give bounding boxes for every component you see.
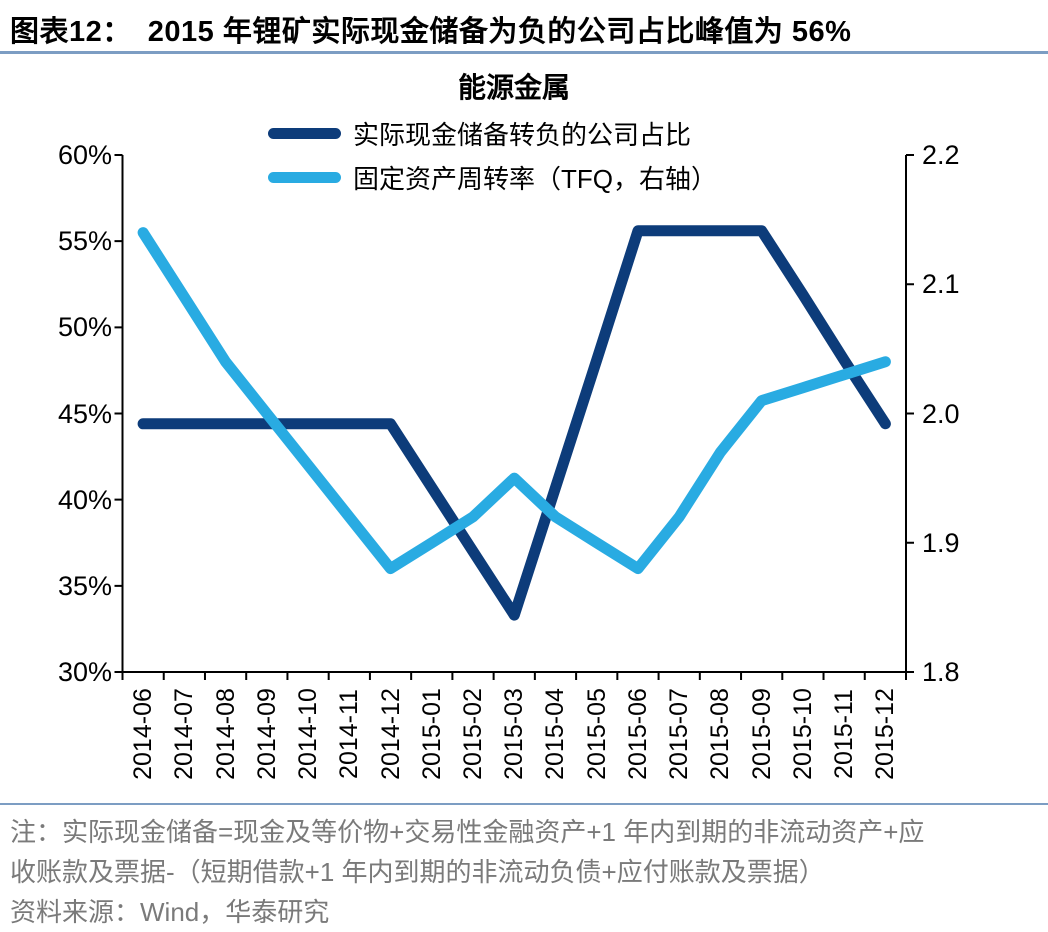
x-axis-label: 2015-01 bbox=[418, 680, 446, 788]
x-axis-label-text: 2015-05 bbox=[582, 688, 611, 780]
x-axis-label-text: 2015-07 bbox=[665, 688, 694, 780]
x-axis-label: 2014-10 bbox=[294, 680, 322, 788]
x-axis-label: 2014-12 bbox=[377, 680, 405, 788]
series-line-0 bbox=[137, 225, 891, 621]
x-axis-label-text: 2015-01 bbox=[417, 688, 446, 780]
x-axis-label-text: 2014-09 bbox=[252, 688, 281, 780]
figure-title-text: 2015 年锂矿实际现金储备为负的公司占比峰值为 56% bbox=[147, 16, 852, 48]
x-axis-label: 2015-10 bbox=[789, 680, 817, 788]
x-axis-label-text: 2014-07 bbox=[170, 688, 199, 780]
x-axis-label-text: 2015-03 bbox=[500, 688, 529, 780]
x-axis-label: 2014-06 bbox=[129, 680, 157, 788]
notes-divider bbox=[0, 803, 1048, 805]
legend-item-cash-reserve: 实际现金储备转负的公司占比 bbox=[268, 111, 717, 155]
y-axis-label-right: 2.2 bbox=[922, 140, 960, 170]
x-axis-label: 2014-08 bbox=[212, 680, 240, 788]
x-axis-label-text: 2014-12 bbox=[376, 688, 405, 780]
series-line-1 bbox=[137, 227, 891, 575]
x-axis-label-text: 2015-11 bbox=[830, 689, 859, 779]
note-line-1: 注：实际现金储备=现金及等价物+交易性金融资产+1 年内到期的非流动资产+应 bbox=[10, 817, 925, 847]
x-axis-label-text: 2015-10 bbox=[788, 688, 817, 780]
y-axis-label-right: 2.0 bbox=[922, 398, 960, 429]
x-axis-label-text: 2014-08 bbox=[211, 688, 240, 780]
x-axis-label-text: 2015-04 bbox=[541, 688, 570, 780]
x-axis-label: 2015-06 bbox=[624, 680, 652, 788]
x-axis-label-text: 2015-02 bbox=[459, 688, 487, 780]
x-axis-label: 2015-11 bbox=[830, 680, 858, 788]
x-axis-label: 2015-02 bbox=[459, 680, 487, 788]
x-axis-label: 2015-03 bbox=[500, 680, 528, 788]
y-axis-label-left: 55% bbox=[57, 226, 112, 257]
y-axis-label-left: 40% bbox=[57, 484, 112, 515]
x-axis-label-text: 2015-08 bbox=[706, 688, 735, 780]
title-divider bbox=[0, 51, 1048, 54]
y-axis-label-right: 1.8 bbox=[922, 657, 960, 687]
y-axis-label-right: 1.9 bbox=[922, 527, 960, 558]
x-axis-label: 2014-11 bbox=[335, 680, 363, 788]
legend-item-turnover: 固定资产周转率（TFQ，右轴） bbox=[268, 155, 717, 199]
legend-swatch-dark-line-icon bbox=[268, 127, 341, 139]
source-line: 资料来源：Wind，华泰研究 bbox=[10, 897, 330, 927]
y-axis-label-left: 35% bbox=[57, 570, 112, 601]
y-axis-label-right: 2.1 bbox=[922, 269, 960, 300]
y-axis-label-left: 30% bbox=[57, 657, 112, 687]
legend-label-turnover: 固定资产周转率（TFQ，右轴） bbox=[353, 163, 717, 194]
note-line-2: 收账款及票据-（短期借款+1 年内到期的非流动负债+应付账款及票据） bbox=[10, 857, 825, 887]
x-axis-label-text: 2014-10 bbox=[294, 688, 323, 780]
legend-swatch-light-line-icon bbox=[268, 171, 341, 183]
legend-label-cash-reserve: 实际现金储备转负的公司占比 bbox=[353, 119, 692, 150]
chart-notes: 注：实际现金储备=现金及等价物+交易性金融资产+1 年内到期的非流动资产+应 收… bbox=[10, 812, 1048, 932]
y-axis-label-left: 45% bbox=[57, 398, 112, 429]
x-axis-label: 2014-09 bbox=[253, 680, 281, 788]
x-axis-label-text: 2014-06 bbox=[129, 688, 158, 780]
x-axis-label-text: 2015-06 bbox=[623, 688, 652, 780]
x-axis-label: 2015-04 bbox=[541, 680, 569, 788]
x-axis-label: 2015-07 bbox=[665, 680, 693, 788]
x-axis-label-text: 2015-12 bbox=[871, 688, 900, 780]
x-axis-label: 2015-12 bbox=[871, 680, 899, 788]
x-axis-label: 2015-09 bbox=[748, 680, 776, 788]
x-axis-label-text: 2014-11 bbox=[335, 689, 364, 779]
y-axis-label-left: 50% bbox=[57, 312, 112, 343]
y-axis-label-left: 60% bbox=[57, 140, 112, 170]
x-axis-label-text: 2015-09 bbox=[747, 688, 776, 780]
chart-legend: 实际现金储备转负的公司占比 固定资产周转率（TFQ，右轴） bbox=[268, 111, 717, 199]
x-axis-label: 2015-08 bbox=[706, 680, 734, 788]
x-axis-label: 2015-05 bbox=[583, 680, 611, 788]
figure-title: 图表12： 2015 年锂矿实际现金储备为负的公司占比峰值为 56% bbox=[10, 8, 851, 50]
figure-number: 图表12： bbox=[10, 16, 132, 48]
chart-title: 能源金属 bbox=[457, 72, 570, 103]
x-axis-label: 2014-07 bbox=[170, 680, 198, 788]
axes bbox=[114, 154, 914, 680]
